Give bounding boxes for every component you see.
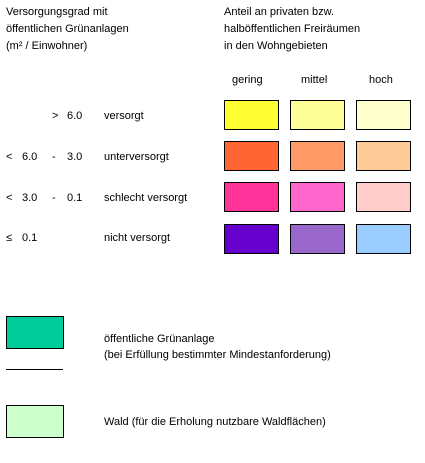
row-4-swatch-mittel [290, 224, 345, 254]
row-2-dash: - [52, 151, 56, 163]
column-header-mittel: mittel [301, 74, 328, 86]
row-4-operator: ≤ [6, 232, 13, 244]
right-title-line-2: halböffentlichen Freiräumen [224, 23, 361, 35]
row-2-from: 6.0 [22, 151, 38, 163]
row-2-label: unterversorgt [104, 151, 169, 163]
row-3-to: 0.1 [67, 192, 83, 204]
legend-divider-line [6, 369, 63, 370]
row-2-swatch-mittel [290, 141, 345, 171]
row-1-swatch-gering [224, 100, 279, 130]
right-title-line-3: in den Wohngebieten [224, 40, 328, 52]
row-4-swatch-gering [224, 224, 279, 254]
row-3-swatch-hoch [356, 182, 411, 212]
column-header-gering: gering [232, 74, 263, 86]
row-2-swatch-gering [224, 141, 279, 171]
row-4-label: nicht versorgt [104, 232, 171, 244]
row-4-swatch-hoch [356, 224, 411, 254]
row-3-from: 3.0 [22, 192, 38, 204]
row-2-swatch-hoch [356, 141, 411, 171]
forest-label: Wald (für die Erholung nutzbare Waldfläc… [104, 416, 326, 428]
row-3-dash: - [52, 192, 56, 204]
column-header-hoch: hoch [369, 74, 393, 86]
public-green-label-line-1: öffentliche Grünanlage [104, 333, 215, 345]
forest-swatch [6, 405, 64, 438]
row-1-operator: > [52, 110, 59, 122]
row-1-label: versorgt [104, 110, 144, 122]
row-3-label: schlecht versorgt [104, 192, 188, 204]
public-green-label-line-2: (bei Erfüllung bestimmter Mindestanforde… [104, 349, 331, 361]
left-title-line-1: Versorgungsgrad mit [6, 6, 108, 18]
row-2-operator: < [6, 151, 13, 163]
row-2-to: 3.0 [67, 151, 83, 163]
right-legend-title: Anteil an privaten bzw. halböffentlichen… [224, 4, 360, 55]
row-1-swatch-mittel [290, 100, 345, 130]
row-1-swatch-hoch [356, 100, 411, 130]
row-3-swatch-mittel [290, 182, 345, 212]
row-3-swatch-gering [224, 182, 279, 212]
public-green-swatch [6, 316, 64, 349]
row-3-operator: < [6, 192, 13, 204]
left-legend-title: Versorgungsgrad mit öffentlichen Grünanl… [6, 4, 129, 55]
row-4-from: 0.1 [22, 232, 38, 244]
left-title-line-3: (m² / Einwohner) [6, 40, 88, 52]
left-title-line-2: öffentlichen Grünanlagen [6, 23, 129, 35]
right-title-line-1: Anteil an privaten bzw. [224, 6, 335, 18]
row-1-from: 6.0 [67, 110, 83, 122]
